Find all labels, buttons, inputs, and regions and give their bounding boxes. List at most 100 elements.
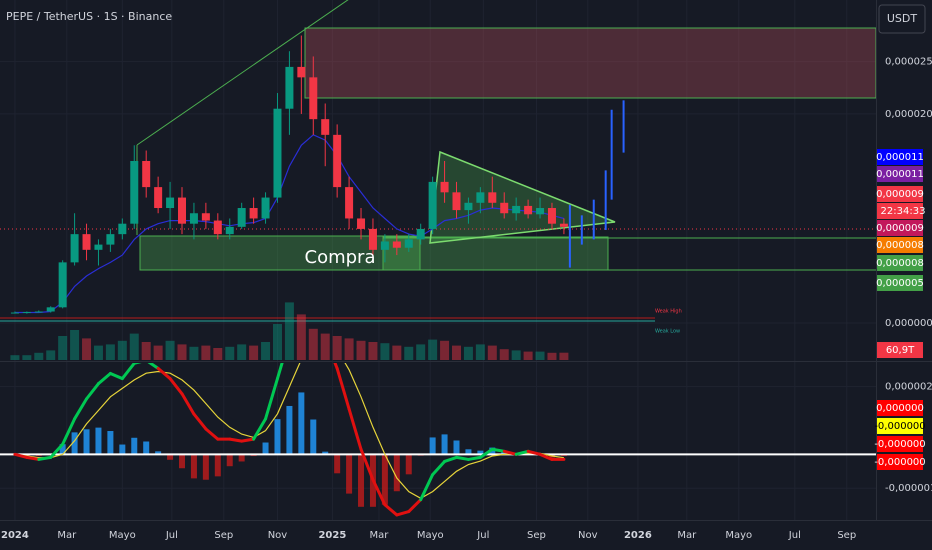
candle-body [559, 223, 568, 227]
price-badge-label: 0,000011 [876, 169, 924, 180]
volume-bar [70, 330, 80, 360]
macd-line [359, 447, 375, 482]
countdown-badge [877, 203, 923, 219]
price-badge [877, 255, 923, 271]
volume-bar [332, 336, 342, 360]
volume-bar [320, 333, 330, 360]
volume-bar [213, 348, 223, 360]
macd-line [275, 363, 284, 381]
macd-line [13, 452, 29, 459]
volume-bar [46, 350, 56, 360]
volume-bar [117, 340, 127, 360]
chart-title: PEPE / TetherUS · 1S · Binance [6, 10, 172, 23]
volume-bar [308, 328, 318, 360]
price-badge-label: 60,9T [886, 345, 915, 356]
signal-line [14, 363, 564, 499]
volume-bar [511, 350, 521, 360]
candle-body [273, 108, 282, 198]
histogram-bar [477, 450, 484, 455]
histogram-bar [202, 454, 209, 480]
price-badge-label: -0,000000 [874, 421, 925, 432]
macd-line [383, 503, 399, 517]
histogram-bar [274, 419, 281, 455]
macd-line [156, 366, 172, 381]
volume-bar [189, 346, 199, 360]
countdown: 22:34:33 [881, 206, 926, 217]
x-tick-label: Mayo [725, 530, 752, 541]
histogram-bar [179, 454, 186, 469]
macd-line [85, 382, 100, 401]
currency-label[interactable]: USDT [887, 12, 918, 25]
candle-body [380, 241, 389, 250]
candle-body [392, 241, 401, 248]
macd-line [478, 447, 494, 459]
histogram-bar [346, 454, 353, 494]
candle-body [46, 307, 55, 312]
volume-bar [284, 302, 294, 360]
macd-line [407, 498, 423, 514]
x-tick-label: Jul [165, 530, 178, 541]
zone-label: Compra [305, 247, 376, 268]
histogram-bar [441, 434, 448, 455]
candle-body [404, 239, 413, 248]
price-badge-label: 0,000008 [876, 240, 924, 251]
macd-line [454, 455, 470, 461]
histogram-bar [143, 441, 150, 455]
x-tick-label: Sep [214, 530, 233, 541]
candle-body [58, 262, 67, 308]
candle-body [225, 226, 234, 235]
candle-body [333, 134, 342, 188]
candle-body [178, 197, 187, 224]
price-badge [877, 454, 923, 470]
grid [0, 0, 876, 520]
candle-body [70, 234, 79, 263]
macd-line [526, 449, 542, 456]
x-tick-label: Mar [57, 530, 77, 541]
volume-bar [141, 342, 151, 360]
price-pane [10, 35, 625, 360]
candle-body [536, 208, 545, 215]
price-badge [877, 237, 923, 253]
volume-bar [22, 355, 32, 360]
volume-bar [261, 342, 271, 360]
candle-body [488, 192, 497, 203]
volume-bar [451, 345, 461, 360]
macd-line [264, 377, 279, 421]
candle-body [106, 234, 115, 245]
price-badge-label: 0,000000 [876, 403, 924, 414]
volume-bar [34, 352, 44, 360]
price-badge-label: 0,000009 [876, 223, 924, 234]
macd-line [108, 371, 124, 381]
histogram-bar [381, 454, 388, 505]
macd-line [335, 366, 351, 411]
histogram-bar [322, 451, 329, 455]
price-badge [877, 342, 923, 358]
macd-line [538, 452, 554, 461]
candle-body [189, 213, 198, 224]
histogram-bar [107, 431, 114, 455]
histogram-bar [465, 449, 472, 455]
volume-bar [463, 346, 473, 360]
volume-bar [404, 346, 414, 360]
candle-body [547, 208, 556, 224]
x-tick-label: Nov [268, 530, 288, 541]
macd-line [168, 377, 184, 396]
candle-body [297, 66, 306, 78]
currency-button[interactable] [878, 4, 926, 34]
candle-body [464, 202, 473, 211]
volume-bar [428, 339, 438, 360]
price-badge [877, 436, 923, 452]
volume-bar [237, 344, 247, 360]
volume-bar [296, 314, 306, 360]
volume-bar [559, 352, 569, 360]
volume-bar [177, 344, 187, 360]
candle-body [500, 202, 509, 214]
volume-bar [487, 345, 497, 360]
x-tick-label: Jul [788, 530, 801, 541]
macd-line [443, 455, 458, 463]
volume-bar [93, 345, 103, 360]
x-tick-label: Mar [677, 530, 697, 541]
y-tick-label: 0,000002 [885, 382, 932, 393]
histogram-bar [83, 429, 90, 455]
